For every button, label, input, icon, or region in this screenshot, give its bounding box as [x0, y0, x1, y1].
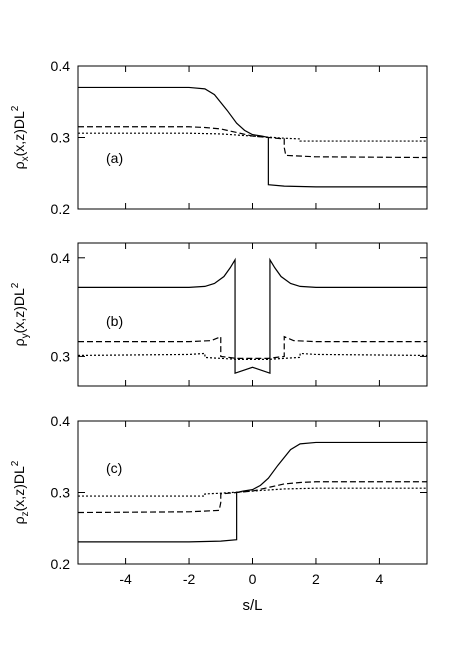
x-tick-label: 2: [312, 571, 320, 587]
plot-frame: [77, 242, 428, 387]
panel-label: (c): [106, 460, 122, 476]
chart-panel-2: 0.3 0.4 (b) ρy(x,z)DL2: [10, 242, 428, 387]
series-line-dashed: [78, 126, 428, 159]
y-tick-label: 0.4: [51, 58, 71, 74]
series-line-solid: [78, 441, 427, 543]
x-tick-label: 0: [249, 571, 257, 587]
y-tick-label: 0.3: [51, 348, 71, 364]
y-tick-label: 0.4: [51, 250, 71, 266]
y-tick-label: 0.3: [51, 130, 71, 146]
y-tick-label: 0.2: [51, 201, 71, 217]
y-tick-label: 0.4: [51, 413, 71, 429]
x-axis-label: s/L: [242, 597, 262, 614]
series-line-dashed: [77, 481, 427, 514]
series-line-dashed: [78, 335, 427, 359]
series-line-dotted: [77, 352, 428, 360]
y-axis-label: ρz(x,z)DL2: [10, 460, 31, 524]
x-tick-label: -2: [183, 571, 196, 587]
chart-panel-1: 0.2 0.3 0.4 (a) ρx(x,z)DL2: [10, 58, 428, 217]
y-axis-label: ρy(x,z)DL2: [10, 282, 31, 346]
x-tick-label: -4: [119, 571, 132, 587]
y-axis-label: ρx(x,z)DL2: [10, 105, 31, 169]
y-tick-label: 0.2: [51, 556, 71, 572]
x-tick-label: 4: [376, 571, 384, 587]
y-tick-label: 0.3: [51, 485, 71, 501]
panel-label: (b): [106, 313, 123, 329]
series-line-solid: [78, 257, 427, 375]
series-line-solid: [78, 86, 427, 188]
panel-label: (a): [106, 150, 123, 166]
chart-panel-3: 0.2 0.3 0.4 -4 -2 0 2 4 (c) ρz(x,z)DL2 s/L: [10, 413, 428, 614]
series-line-dotted: [78, 487, 427, 497]
series-line-dotted: [78, 132, 427, 142]
